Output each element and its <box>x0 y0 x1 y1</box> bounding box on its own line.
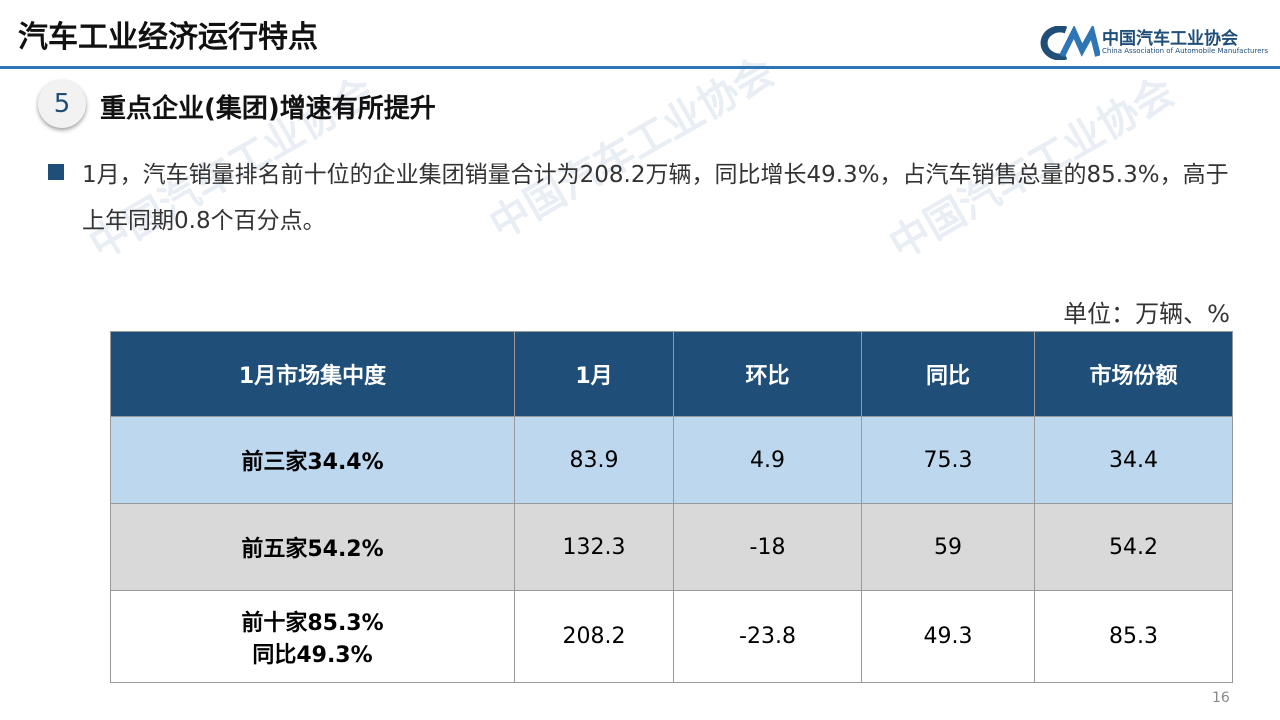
table-cell: -18 <box>673 503 862 591</box>
data-table: 1月市场集中度 1月 环比 同比 市场份额前三家34.4% 83.9 4.9 75.3 34.4… <box>110 331 1233 683</box>
slide-title: 汽车工业经济运行特点 <box>18 20 318 55</box>
row-label-line: 前五家54.2% <box>241 537 384 562</box>
logo-mark <box>1040 26 1100 60</box>
table-cell: 54.2 <box>1034 503 1233 591</box>
column-header: 环比 <box>673 331 862 417</box>
table-cell: 132.3 <box>514 503 674 591</box>
header-rule <box>0 66 1280 69</box>
table-row: 前三家34.4% 83.9 4.9 75.3 34.4 <box>110 416 1233 504</box>
row-label: 前三家34.4% <box>110 416 515 504</box>
row-label: 前十家85.3% 同比49.3% <box>110 590 515 683</box>
table-row: 前十家85.3% 同比49.3% 208.2 -23.8 49.3 85.3 <box>110 590 1233 683</box>
table-cell: 85.3 <box>1034 590 1233 683</box>
table-cell: 75.3 <box>861 416 1035 504</box>
bullet-text: 1月，汽车销量排名前十位的企业集团销量合计为208.2万辆，同比增长49.3%，… <box>82 162 1229 234</box>
table-cell: -23.8 <box>673 590 862 683</box>
row-label: 前五家54.2% <box>110 503 515 591</box>
row-label-line: 同比49.3% <box>252 642 373 668</box>
logo-name: 中国汽车工业协会 <box>1102 29 1238 49</box>
table-cell: 208.2 <box>514 590 674 683</box>
row-label-line: 前三家34.4% <box>241 450 384 475</box>
section-number: 5 <box>38 80 86 128</box>
column-header: 市场份额 <box>1034 331 1233 417</box>
table-cell: 4.9 <box>673 416 862 504</box>
column-header: 同比 <box>861 331 1035 417</box>
table-row: 前五家54.2% 132.3 -18 59 54.2 <box>110 503 1233 591</box>
unit-label: 单位：万辆、% <box>1063 300 1230 328</box>
section-title: 重点企业(集团)增速有所提升 <box>100 94 436 124</box>
table-cell: 83.9 <box>514 416 674 504</box>
page-number: 16 <box>1212 690 1230 706</box>
row-label-line: 前十家85.3% <box>241 610 384 636</box>
table-cell: 59 <box>861 503 1035 591</box>
bullet-marker <box>48 164 64 180</box>
column-header: 1月市场集中度 <box>110 331 515 417</box>
table-cell: 49.3 <box>861 590 1035 683</box>
logo-english: China Association of Automobile Manufact… <box>1102 47 1269 55</box>
column-header: 1月 <box>514 331 674 417</box>
table-cell: 34.4 <box>1034 416 1233 504</box>
